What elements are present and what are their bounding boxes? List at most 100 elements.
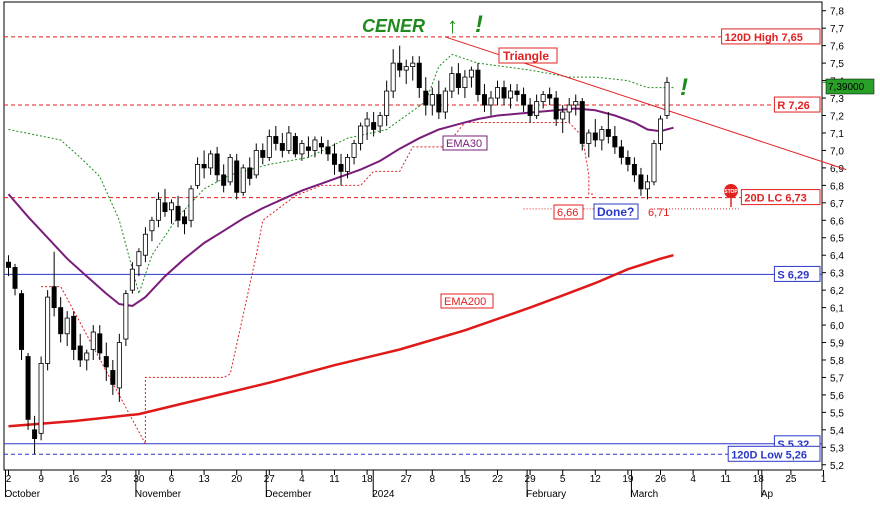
y-tick-label: 7,1 (830, 129, 844, 140)
y-tick-label: 5,8 (830, 356, 844, 367)
y-tick-label: 7,5 (830, 59, 844, 70)
candle-body-down (58, 307, 64, 335)
candle-body-down (592, 132, 598, 141)
candle-body-up (540, 94, 546, 102)
candle-body-down (625, 157, 631, 165)
candle-body-up (449, 73, 455, 92)
x-tick-label: 18 (362, 474, 374, 485)
level-label-box (773, 96, 821, 113)
level-label: S 6,29 (777, 269, 809, 281)
ema200-label: EMA200 (444, 296, 486, 308)
candle-body-down (234, 160, 240, 193)
y-tick-label: 6,7 (830, 199, 844, 210)
candle-body-down (371, 122, 377, 130)
x-tick-label: 18 (753, 474, 765, 485)
y-tick-label: 7,8 (830, 7, 844, 18)
candle-body-up (286, 132, 292, 151)
stop-line-red (41, 122, 596, 445)
y-tick-label: 7,2 (830, 112, 844, 123)
x-tick-label: 6 (169, 474, 175, 485)
candle-body-up (208, 153, 214, 169)
annotations: CENER ↑ ! ! Triangle EMA30 EMA200 6,66 (362, 11, 875, 309)
candle-body-down (162, 202, 168, 212)
candle-body-up (312, 139, 318, 151)
y-tick-label: 6,9 (830, 164, 844, 175)
candle-body-down (631, 164, 637, 176)
candle-body-down (521, 94, 527, 106)
x-tick-label: 19 (622, 474, 634, 485)
ema30-label: EMA30 (446, 138, 482, 150)
candle-body-up (364, 118, 370, 127)
candle-body-up (155, 198, 161, 221)
candle-body-down (182, 216, 188, 225)
y-tick-label: 6,6 (830, 216, 844, 227)
candle-body-down (103, 356, 109, 368)
candle-body-down (514, 90, 520, 95)
x-tick-label: 22 (492, 474, 504, 485)
candle-body-down (292, 136, 298, 155)
ema30-label-box: EMA30 (442, 135, 488, 151)
candle-body-down (19, 293, 25, 350)
level-label-box (721, 28, 821, 45)
candle-body-up (442, 90, 448, 113)
candle-body-down (71, 315, 77, 350)
y-tick-label: 6,8 (830, 181, 844, 192)
candle-body-down (318, 143, 324, 148)
candle-body-down (214, 153, 220, 176)
level-label: 120D High 7,65 (725, 32, 803, 44)
x-tick-label: 16 (68, 474, 80, 485)
x-tick-label: 4 (299, 474, 305, 485)
candle-body-down (605, 129, 611, 137)
x-month-label: March (630, 489, 658, 500)
candle-body-up (410, 62, 416, 68)
candle-body-up (462, 76, 468, 88)
candle-body-up (142, 233, 148, 256)
candle-body-down (305, 146, 311, 151)
plot-frame (3, 1, 823, 471)
y-tick-label: 6,0 (830, 321, 844, 332)
x-month-label: Ap (761, 489, 774, 500)
x-month-label: 2024 (372, 489, 395, 500)
right-exclamation-icon: ! (680, 74, 688, 101)
candle-body-up (90, 331, 96, 350)
y-tick-label: 6,1 (830, 304, 844, 315)
candle-body-up (384, 90, 390, 116)
candle-body-down (25, 356, 31, 420)
candle-body-down (279, 143, 285, 151)
candle-body-down (32, 429, 38, 439)
candle-body-up (129, 268, 135, 291)
y-tick-label: 5,4 (830, 426, 844, 437)
candle-body-down (175, 205, 181, 221)
level-label-box (740, 189, 821, 206)
candle-body-up (123, 293, 129, 340)
candle-body-down (579, 101, 585, 144)
candle-body-up (168, 202, 174, 211)
x-tick-label: 1 (821, 474, 827, 485)
level-label-box (773, 265, 821, 282)
candle-body-up (560, 111, 566, 120)
candle-body-up (566, 104, 572, 113)
candle-body-up (299, 143, 305, 155)
y-tick-label: 5,2 (830, 461, 844, 472)
candle-body-up (116, 342, 122, 389)
x-tick-label: 23 (101, 474, 113, 485)
candle-body-down (501, 87, 507, 99)
candle-body-up (149, 219, 155, 232)
candle-body-up (345, 157, 351, 172)
stop-sign-text: STOP (724, 189, 738, 195)
stop-sign-icon: STOP (724, 184, 738, 207)
candle-body-down (481, 94, 487, 106)
candle-body-up (351, 143, 357, 158)
candle-body-down (618, 146, 624, 158)
candle-body-up (136, 251, 142, 267)
y-tick-label: 5,9 (830, 339, 844, 350)
level-label-box (727, 445, 821, 462)
x-tick-label: 2 (6, 474, 12, 485)
candle-body-up (644, 181, 650, 190)
candle-body-down (51, 286, 57, 308)
candle-body-down (221, 174, 227, 186)
y-tick-label: 7,3 (830, 94, 844, 105)
candle-body-up (45, 296, 51, 364)
current-price-label: 7,39000 (828, 82, 865, 93)
